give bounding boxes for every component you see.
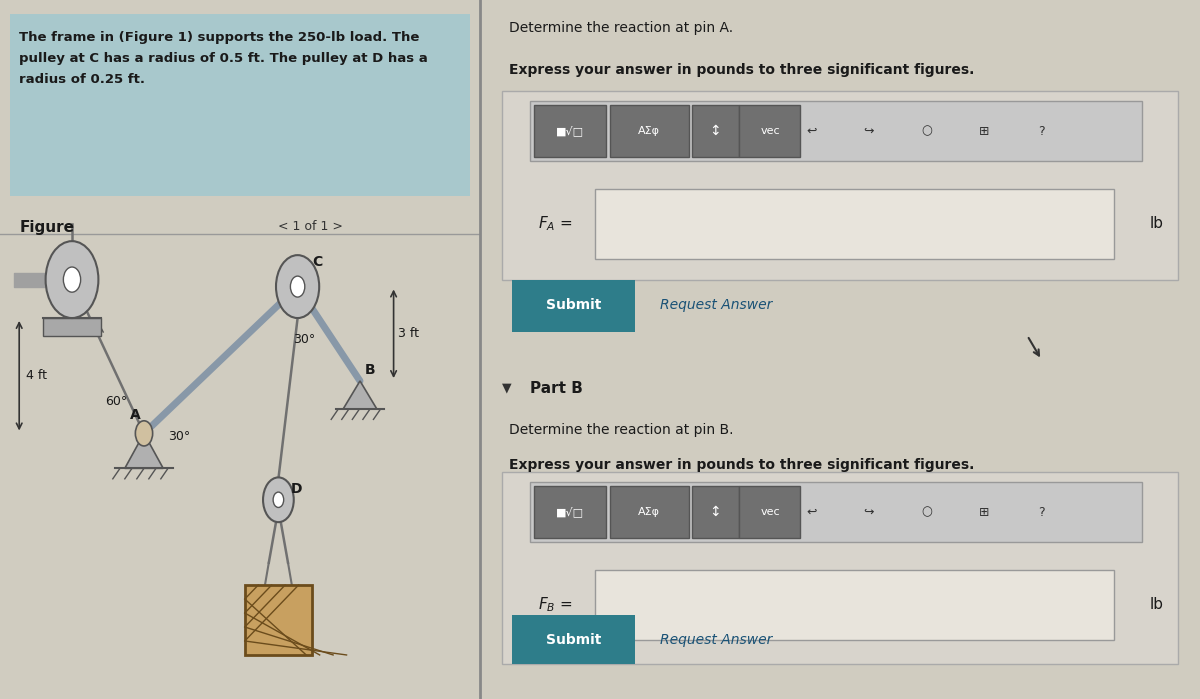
Text: 30°: 30° [168, 431, 191, 443]
Text: ○: ○ [920, 124, 932, 138]
Circle shape [136, 421, 152, 446]
FancyBboxPatch shape [10, 14, 470, 196]
Text: ⊞: ⊞ [979, 124, 989, 138]
Text: pulley at C has a radius of 0.5 ft. The pulley at D has a: pulley at C has a radius of 0.5 ft. The … [19, 52, 428, 66]
Circle shape [276, 255, 319, 318]
Text: radius of 0.25 ft.: radius of 0.25 ft. [19, 73, 145, 87]
FancyBboxPatch shape [245, 585, 312, 655]
Text: Figure: Figure [19, 220, 74, 235]
Text: A: A [130, 408, 140, 422]
Text: ↕: ↕ [709, 505, 721, 519]
Text: 4 ft: 4 ft [26, 369, 48, 382]
Text: < 1 of 1 >: < 1 of 1 > [278, 220, 343, 233]
Text: vec: vec [761, 126, 780, 136]
Text: $F_A$ =: $F_A$ = [538, 215, 572, 233]
FancyBboxPatch shape [512, 615, 635, 664]
Text: Submit: Submit [546, 298, 601, 312]
Text: lb: lb [1150, 216, 1164, 231]
Circle shape [290, 276, 305, 297]
FancyBboxPatch shape [534, 105, 606, 157]
Text: ↕: ↕ [709, 124, 721, 138]
Text: ↪: ↪ [864, 505, 874, 519]
Circle shape [46, 241, 98, 318]
Text: 30°: 30° [293, 333, 316, 345]
Text: ?: ? [1038, 505, 1045, 519]
Text: AΣφ: AΣφ [638, 507, 660, 517]
Text: ↩: ↩ [806, 124, 816, 138]
Text: Determine the reaction at pin A.: Determine the reaction at pin A. [509, 21, 733, 35]
Text: Determine the reaction at pin B.: Determine the reaction at pin B. [509, 423, 733, 437]
Polygon shape [343, 381, 377, 409]
Text: D: D [290, 482, 302, 496]
Polygon shape [125, 433, 163, 468]
Text: The frame in (Figure 1) supports the 250-lb load. The: The frame in (Figure 1) supports the 250… [19, 31, 420, 45]
Text: ○: ○ [920, 505, 932, 519]
Text: 60°: 60° [106, 396, 128, 408]
FancyBboxPatch shape [610, 105, 689, 157]
FancyBboxPatch shape [692, 486, 739, 538]
Text: ⊞: ⊞ [979, 505, 989, 519]
Text: Part B: Part B [530, 381, 583, 396]
Circle shape [274, 492, 283, 507]
Text: lb: lb [1150, 597, 1164, 612]
FancyBboxPatch shape [502, 91, 1178, 280]
Text: Express your answer in pounds to three significant figures.: Express your answer in pounds to three s… [509, 63, 974, 77]
Text: B: B [365, 363, 376, 377]
Text: vec: vec [761, 507, 780, 517]
Text: ▼: ▼ [502, 381, 511, 394]
Text: Express your answer in pounds to three significant figures.: Express your answer in pounds to three s… [509, 458, 974, 472]
FancyBboxPatch shape [43, 318, 101, 336]
Text: Request Answer: Request Answer [660, 633, 773, 647]
Text: ■√□: ■√□ [556, 507, 584, 517]
FancyBboxPatch shape [595, 189, 1114, 259]
Text: ↪: ↪ [864, 124, 874, 138]
Text: 3 ft: 3 ft [398, 327, 420, 340]
Text: $F_B$ =: $F_B$ = [538, 596, 572, 614]
Text: ?: ? [1038, 124, 1045, 138]
Text: ↩: ↩ [806, 505, 816, 519]
Text: AΣφ: AΣφ [638, 126, 660, 136]
FancyBboxPatch shape [530, 101, 1142, 161]
FancyBboxPatch shape [739, 486, 800, 538]
FancyBboxPatch shape [739, 105, 800, 157]
FancyBboxPatch shape [610, 486, 689, 538]
FancyBboxPatch shape [534, 486, 606, 538]
FancyBboxPatch shape [530, 482, 1142, 542]
Text: ■√□: ■√□ [556, 126, 584, 136]
Text: Request Answer: Request Answer [660, 298, 773, 312]
Circle shape [64, 267, 80, 292]
FancyBboxPatch shape [502, 472, 1178, 664]
FancyBboxPatch shape [692, 105, 739, 157]
Text: C: C [312, 254, 323, 268]
FancyBboxPatch shape [512, 280, 635, 332]
Circle shape [263, 477, 294, 522]
Text: Submit: Submit [546, 633, 601, 647]
FancyBboxPatch shape [595, 570, 1114, 640]
